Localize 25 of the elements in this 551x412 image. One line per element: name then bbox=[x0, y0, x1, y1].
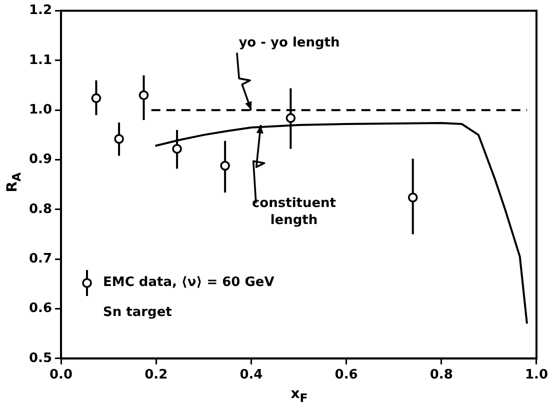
point bbox=[114, 134, 124, 144]
y-tick-label: 1.0 bbox=[29, 102, 52, 118]
annotation: constituent length bbox=[252, 194, 336, 229]
y-tick-label: 0.6 bbox=[29, 301, 52, 316]
x-tick-label: 0.4 bbox=[240, 368, 263, 383]
point bbox=[286, 113, 296, 123]
point bbox=[91, 93, 102, 104]
x-tick-label: 0.6 bbox=[334, 368, 358, 383]
y-tick-label: 0.8 bbox=[29, 202, 52, 217]
x-axis-title: x$_{F}$ bbox=[290, 386, 308, 405]
point bbox=[172, 144, 182, 154]
y-tick-label: 0.7 bbox=[29, 251, 52, 266]
x-tick-label: 0.0 bbox=[50, 368, 73, 383]
x-tick-label: 0.8 bbox=[430, 368, 453, 383]
annotation: yo - yo length bbox=[238, 34, 340, 52]
x-tick-label: 1.0 bbox=[524, 368, 548, 383]
y-tick-label: 0.9 bbox=[29, 152, 52, 168]
point bbox=[408, 192, 418, 202]
x-tick-label: 0.2 bbox=[144, 368, 168, 383]
y-tick-label: 1.1 bbox=[29, 52, 52, 68]
legend-label: EMC data, ⟨ν⟩ = 60 GeV Sn target bbox=[103, 274, 274, 322]
y-tick-label: 0.5 bbox=[29, 350, 52, 366]
point bbox=[220, 160, 230, 171]
y-tick-label: 1.2 bbox=[29, 3, 52, 18]
point bbox=[138, 90, 149, 100]
